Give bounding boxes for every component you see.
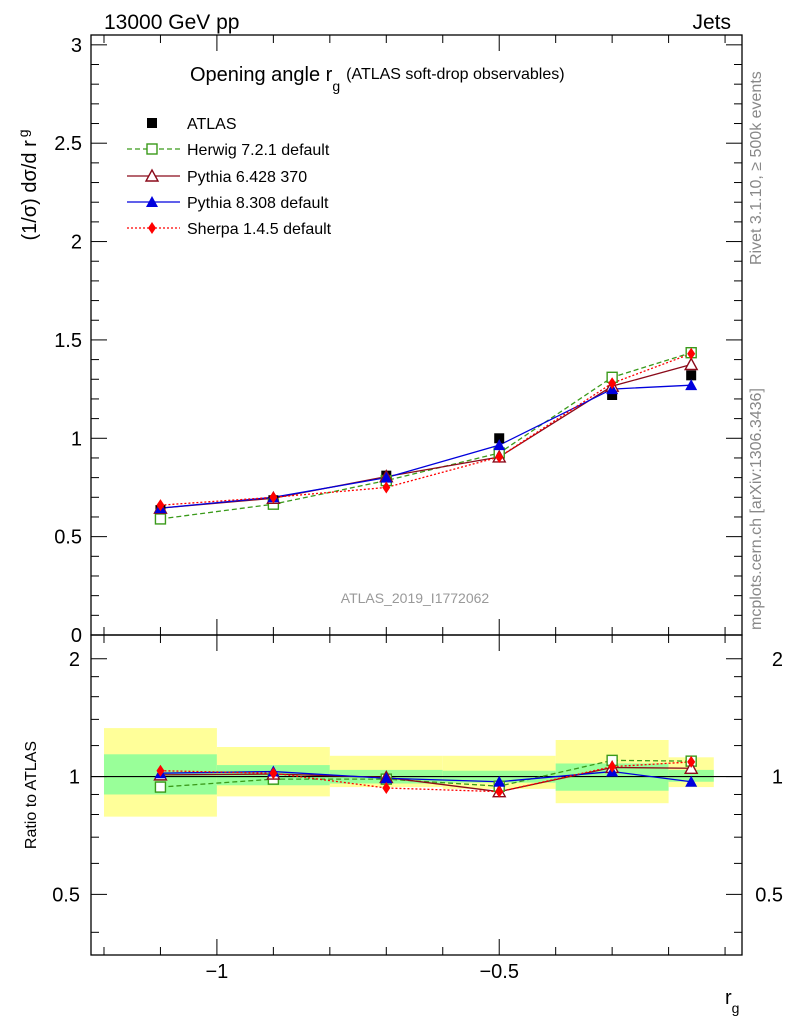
ratio-ylabel: Ratio to ATLAS <box>23 741 40 849</box>
ratio-sherpa-line <box>160 761 692 793</box>
header-category: Jets <box>692 11 731 34</box>
main-y-tick-label: 0.5 <box>54 527 82 549</box>
ratio-frame <box>90 634 743 956</box>
main-pythia6-point-5 <box>684 357 699 371</box>
x-axis-label: rg <box>725 987 739 1016</box>
ratio-pythia8-point-3 <box>493 775 506 787</box>
x-tick-label: −1 <box>206 961 229 983</box>
ratio-y-tick-label-right: 2 <box>772 649 783 671</box>
ratio-y-tick-label-right: 0.5 <box>755 884 783 906</box>
ratio-pythia6-line <box>160 766 692 793</box>
main-sherpa-line <box>160 353 692 506</box>
legend-pythia6: Pythia 6.428 370 <box>127 168 307 186</box>
main-series-lines <box>160 352 692 520</box>
ratio-y-tick-label: 0.5 <box>52 884 80 906</box>
main-series-markers <box>153 347 699 525</box>
main-sherpa-point-4 <box>608 377 617 390</box>
main-y-tick-label: 2.5 <box>54 133 82 155</box>
main-atlas-point-4 <box>607 390 618 400</box>
main-atlas-point-5 <box>686 370 697 381</box>
legend-pythia6-label: Pythia 6.428 370 <box>187 169 307 186</box>
ratio-sherpa-point-1 <box>269 767 278 780</box>
x-tick-labels: −1 −0.5 <box>206 961 519 983</box>
legend-herwig: Herwig 7.2.1 default <box>127 142 330 159</box>
legend-sherpa-label: Sherpa 1.4.5 default <box>187 221 332 238</box>
main-panel: 0 0.5 1 1.5 2 2.5 3 <box>54 34 743 647</box>
main-pythia8-line <box>160 384 692 509</box>
ratio-sherpa-point-5 <box>687 755 696 768</box>
legend-pythia8-marker <box>146 196 158 207</box>
ratio-sherpa-point-4 <box>608 760 617 773</box>
ratio-sherpa-point-3 <box>495 785 504 798</box>
main-y-tick-label: 2 <box>71 232 82 254</box>
legend-atlas-label: ATLAS <box>187 116 237 133</box>
ratio-ticks: 0.5 0.5 1 1 2 2 <box>52 635 783 955</box>
ratio-pythia8-line <box>160 770 692 783</box>
analysis-watermark: ATLAS_2019_I1772062 <box>341 590 490 606</box>
ratio-y-tick-label: 2 <box>69 649 80 671</box>
ratio-panel: 0.5 0.5 1 1 2 2 <box>52 634 783 956</box>
main-pythia8-point-3 <box>493 439 506 451</box>
ratio-y-tick-label: 1 <box>69 767 80 789</box>
legend-atlas-marker <box>147 118 157 128</box>
ratio-herwig-point-0 <box>154 781 167 793</box>
main-herwig-point-0 <box>154 513 167 525</box>
main-sherpa-point-2 <box>382 481 391 494</box>
main-atlas-point-3 <box>494 433 505 444</box>
x-tick-label: −0.5 <box>479 961 518 983</box>
main-y-tick-label: 1 <box>71 428 82 450</box>
main-sherpa-point-5 <box>687 347 696 360</box>
ratio-herwig-line <box>160 759 692 788</box>
main-ylabel: (1/σ) dσ/d rg <box>15 129 41 240</box>
main-pythia8-point-5 <box>685 379 698 391</box>
legend-herwig-label: Herwig 7.2.1 default <box>187 142 330 159</box>
legend-pythia8-label: Pythia 8.308 default <box>187 195 329 212</box>
main-y-tick-label: 1.5 <box>54 330 82 352</box>
main-y-tick-label: 3 <box>71 35 82 57</box>
main-pythia8-point-2 <box>380 471 393 483</box>
ratio-series-markers <box>153 754 699 798</box>
main-pythia6-line <box>160 363 692 509</box>
main-y-tick-label: 0 <box>71 625 82 647</box>
ratio-series-lines <box>160 759 692 793</box>
legend-pythia6-marker <box>144 168 160 182</box>
legend-sherpa: Sherpa 1.4.5 default <box>127 221 332 238</box>
legend-pythia8: Pythia 8.308 default <box>127 195 329 212</box>
legend: ATLAS Herwig 7.2.1 default Pythia 6.428 … <box>127 116 332 238</box>
header-energy: 13000 GeV pp <box>104 11 239 34</box>
legend-sherpa-marker <box>148 222 156 234</box>
mcplots-label: mcplots.cern.ch [arXiv:1306.3436] <box>748 388 765 630</box>
ratio-y-tick-label-right: 1 <box>772 767 783 789</box>
ratio-pythia8-point-2 <box>380 772 393 784</box>
ratio-sherpa-point-2 <box>382 781 391 794</box>
legend-atlas: ATLAS <box>147 116 237 133</box>
ratio-sherpa-point-0 <box>156 764 165 777</box>
main-sherpa-point-3 <box>495 450 504 463</box>
main-sherpa-point-0 <box>156 499 165 512</box>
main-title: Opening angle rg(ATLAS soft-drop observa… <box>190 64 565 94</box>
ratio-pythia8-point-5 <box>685 775 698 787</box>
legend-herwig-marker <box>146 143 158 155</box>
main-ticks: 0 0.5 1 1.5 2 2.5 3 <box>54 35 742 647</box>
main-sherpa-point-1 <box>269 491 278 504</box>
rivet-label: Rivet 3.1.10, ≥ 500k events <box>748 71 765 265</box>
